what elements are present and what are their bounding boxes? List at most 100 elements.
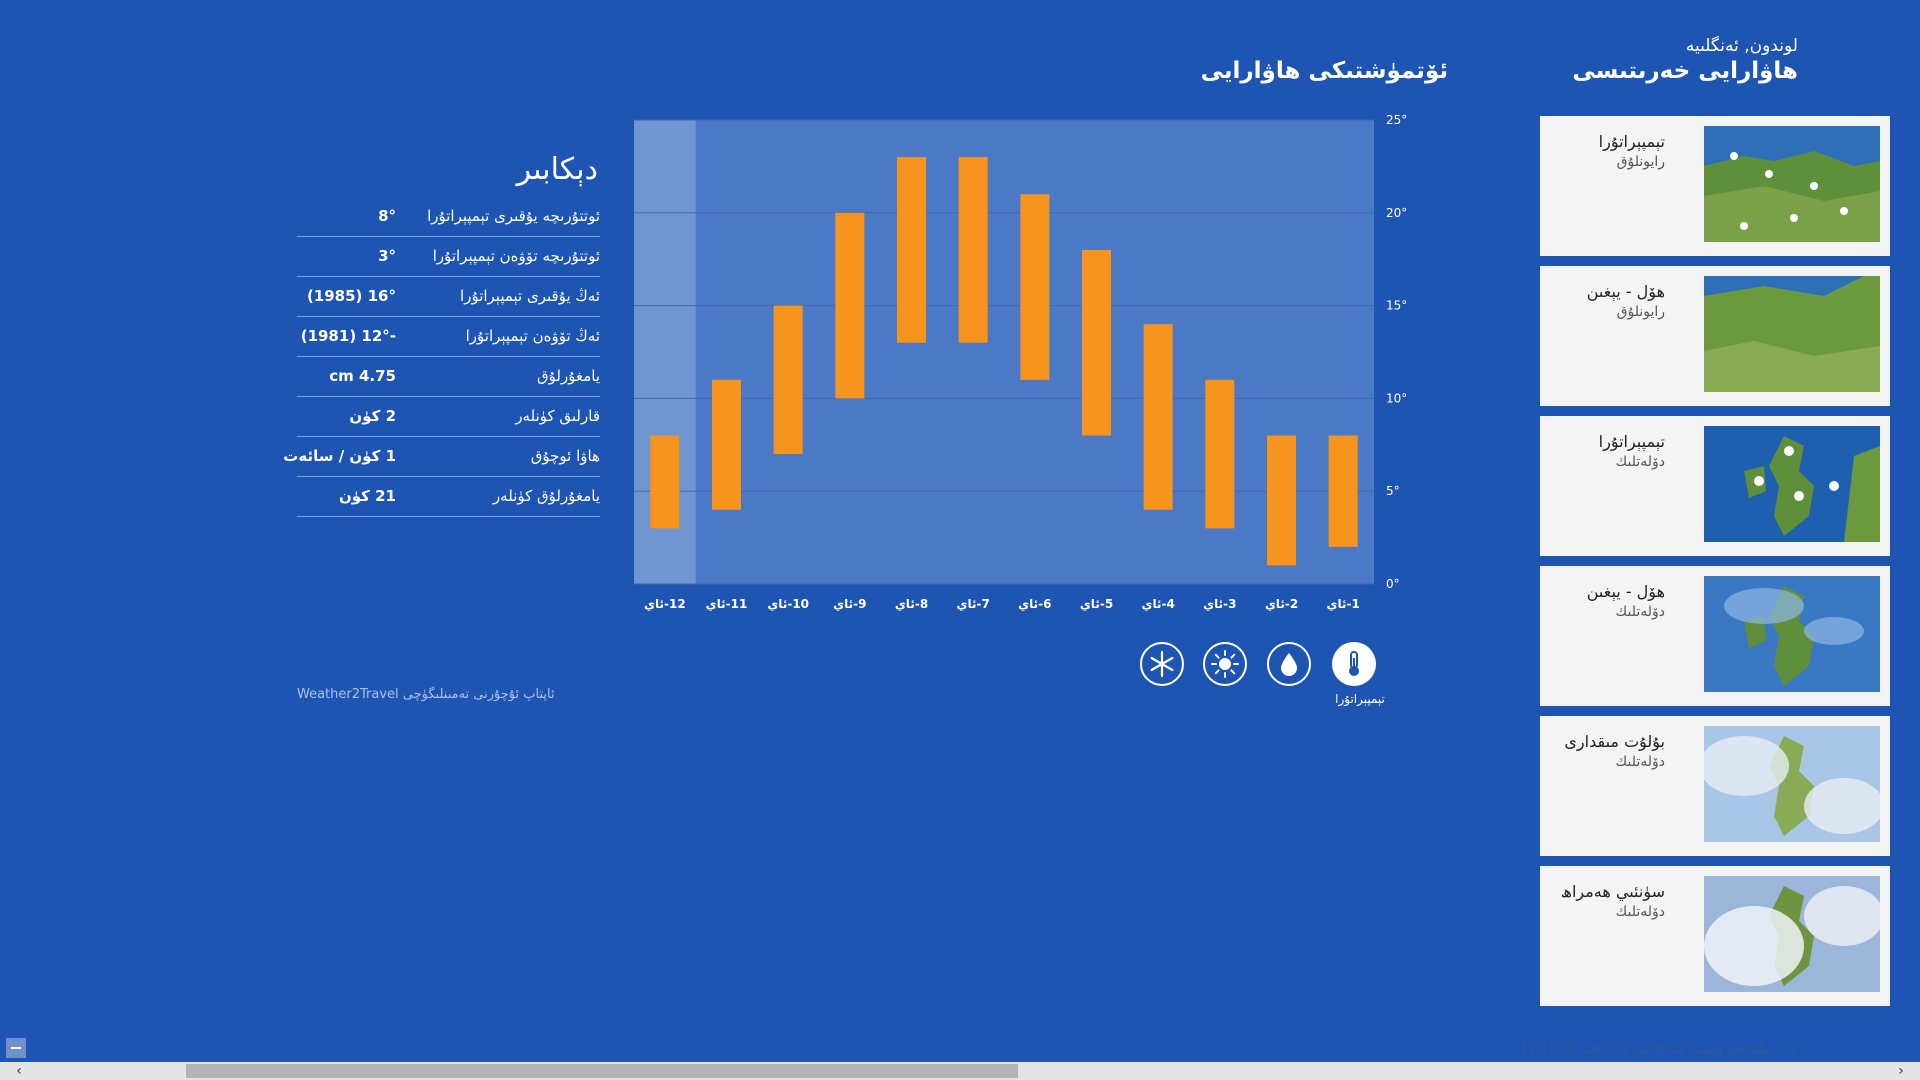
stat-value: 1 كۈن / سائەت	[283, 447, 396, 465]
sun-icon	[1211, 650, 1239, 678]
stat-label: ئوتتۇرىچە تۆۋەن تېمپېراتۇرا	[432, 247, 600, 265]
stat-row: ئەڭ تۆۋەن تېمپېراتۇرا -12° (1981)	[297, 317, 600, 357]
month-title: دېكابىر	[516, 152, 598, 187]
tile-subtitle: دۆلەتلىك	[1615, 904, 1665, 920]
temperature-range-bar[interactable]	[1205, 379, 1235, 529]
temperature-range-bar[interactable]	[773, 305, 803, 455]
tile-title: هۆل - يېغىن	[1586, 582, 1665, 601]
thermometer-icon	[1349, 651, 1359, 676]
temperature-metric-button[interactable]	[1332, 642, 1376, 686]
horizontal-scrollbar[interactable]: ‹ ›	[0, 1062, 1920, 1080]
snow-icon	[1150, 650, 1174, 678]
stat-row: يامغۇرلۇق 4.75 cm	[297, 357, 600, 397]
data-source-credit: ئاپتاپ ئۇچۇرنى تەمىنلىگۈچى Weather2Trave…	[297, 687, 555, 702]
scroll-thumb[interactable]	[186, 1064, 1018, 1078]
map-tile-satellite[interactable]: سۈنئىي ھەمراھ دۆلەتلىك	[1540, 866, 1890, 1006]
tile-subtitle: رايونلۇق	[1616, 304, 1665, 320]
x-tick-label[interactable]: 6-ئاي	[1018, 597, 1051, 611]
x-tick-label[interactable]: 9-ئاي	[833, 597, 866, 611]
stat-row: ئوتتۇرىچە يۇقىرى تېمپېراتۇرا 8°	[297, 197, 600, 237]
tile-subtitle: دۆلەتلىك	[1615, 754, 1665, 770]
y-tick-label: 15°	[1386, 299, 1407, 313]
x-tick-label[interactable]: 1-ئاي	[1326, 597, 1359, 611]
stat-value: 4.75 cm	[329, 367, 396, 385]
y-tick-label: 0°	[1386, 577, 1400, 591]
weather-maps-heading: هاۋارايى خەرىتىسى	[1572, 58, 1798, 84]
stat-label: ئەڭ يۇقىرى تېمپېراتۇرا	[460, 287, 600, 305]
tile-title: تېمپېراتۇرا	[1598, 132, 1665, 151]
tile-subtitle: دۆلەتلىك	[1615, 604, 1665, 620]
stat-value: -12° (1981)	[300, 327, 396, 345]
minus-icon	[11, 1047, 21, 1049]
x-tick-label[interactable]: 4-ئاي	[1141, 597, 1174, 611]
temperature-range-bar[interactable]	[897, 157, 926, 343]
x-tick-label[interactable]: 12-ئاي	[644, 597, 686, 611]
stat-label: يامغۇرلۇق كۈنلەر	[492, 487, 600, 505]
zoom-out-button[interactable]	[6, 1038, 26, 1058]
stat-row: هاۋا ئوچۇق 1 كۈن / سائەت	[283, 437, 600, 477]
stat-row: يامغۇرلۇق كۈنلەر 21 كۈن	[297, 477, 600, 517]
stat-value: 21 كۈن	[338, 487, 396, 505]
temperature-range-bar[interactable]	[1143, 324, 1173, 510]
stat-value: 2 كۈن	[349, 407, 396, 425]
stat-value: 16° (1985)	[306, 287, 396, 305]
map-thumbnail	[1704, 726, 1880, 842]
tile-title: تېمپېراتۇرا	[1598, 432, 1665, 451]
plot-area	[634, 120, 1374, 584]
stat-row: قارلىق كۈنلەر 2 كۈن	[297, 397, 600, 437]
map-thumbnail	[1704, 126, 1880, 242]
stat-row: ئەڭ يۇقىرى تېمپېراتۇرا 16° (1985)	[297, 277, 600, 317]
temperature-range-bar[interactable]	[958, 157, 988, 343]
y-tick-label: 25°	[1386, 113, 1407, 127]
stat-label: ئەڭ تۆۋەن تېمپېراتۇرا	[465, 327, 600, 345]
stat-label: يامغۇرلۇق	[537, 367, 600, 385]
map-thumbnail	[1704, 576, 1880, 692]
stat-label: هاۋا ئوچۇق	[530, 447, 600, 465]
x-tick-label[interactable]: 7-ئاي	[956, 597, 989, 611]
scroll-right-arrow[interactable]: ›	[1898, 1063, 1904, 1079]
temperature-range-bar[interactable]	[1328, 435, 1358, 547]
temperature-range-bar[interactable]	[650, 435, 680, 529]
map-tile-national-precipitation[interactable]: هۆل - يېغىن دۆلەتلىك	[1540, 566, 1890, 706]
tile-subtitle: دۆلەتلىك	[1615, 454, 1665, 470]
map-tile-regional-temperature[interactable]: تېمپېراتۇرا رايونلۇق	[1540, 116, 1890, 256]
map-tile-regional-precipitation[interactable]: هۆل - يېغىن رايونلۇق	[1540, 266, 1890, 406]
x-tick-label[interactable]: 2-ئاي	[1265, 597, 1298, 611]
location-name: لوندون, ئەنگلىيە	[1685, 36, 1798, 56]
historical-weather-heading: ئۆتمۈشتىكى هاۋارايى	[1200, 58, 1448, 84]
map-tile-national-temperature[interactable]: تېمپېراتۇرا دۆلەتلىك	[1540, 416, 1890, 556]
y-tick-label: 10°	[1386, 391, 1407, 405]
x-tick-label[interactable]: 8-ئاي	[895, 597, 928, 611]
x-tick-label[interactable]: 10-ئاي	[767, 597, 809, 611]
sunshine-metric-button[interactable]	[1203, 642, 1247, 686]
temperature-range-bar[interactable]	[712, 379, 741, 510]
map-thumbnail	[1704, 426, 1880, 542]
stat-value: 3°	[378, 247, 396, 265]
rainfall-metric-button[interactable]	[1267, 642, 1311, 686]
monthly-temperature-chart: 0° 5° 10° 15° 20° 25° 1-ئاي 2-ئاي 3-ئاي 4-ئاي 5-ئا…	[634, 113, 1407, 611]
x-tick-label[interactable]: 11-ئاي	[706, 597, 748, 611]
temperature-range-bar[interactable]	[1267, 435, 1296, 566]
last-updated-text: بەت يېڭىلانغان ۋاقىت: 2012-يىل 12-دېكابى…	[1520, 1042, 1798, 1056]
selected-metric-label: تېمپېراتۇرا	[1335, 692, 1385, 706]
snow-metric-button[interactable]	[1140, 642, 1184, 686]
x-tick-label[interactable]: 5-ئاي	[1080, 597, 1113, 611]
map-thumbnail	[1704, 276, 1880, 392]
map-tile-cloud-cover[interactable]: بۇلۇت مىقدارى دۆلەتلىك	[1540, 716, 1890, 856]
tile-title: سۈنئىي ھەمراھ	[1560, 882, 1665, 901]
stat-label: قارلىق كۈنلەر	[515, 407, 600, 425]
y-tick-label: 20°	[1386, 206, 1407, 220]
temperature-range-bar[interactable]	[1020, 194, 1050, 380]
map-thumbnail	[1704, 876, 1880, 992]
x-tick-label[interactable]: 3-ئاي	[1203, 597, 1236, 611]
tile-subtitle: رايونلۇق	[1616, 154, 1665, 170]
temperature-range-bar[interactable]	[835, 212, 865, 399]
stat-row: ئوتتۇرىچە تۆۋەن تېمپېراتۇرا 3°	[297, 237, 600, 277]
tile-title: بۇلۇت مىقدارى	[1564, 732, 1665, 751]
stat-label: ئوتتۇرىچە يۇقىرى تېمپېراتۇرا	[427, 207, 600, 225]
scroll-left-arrow[interactable]: ‹	[16, 1063, 22, 1079]
temperature-range-bar[interactable]	[1082, 249, 1111, 436]
rain-drop-icon	[1281, 653, 1297, 676]
stat-value: 8°	[378, 207, 396, 225]
tile-title: هۆل - يېغىن	[1586, 282, 1665, 301]
